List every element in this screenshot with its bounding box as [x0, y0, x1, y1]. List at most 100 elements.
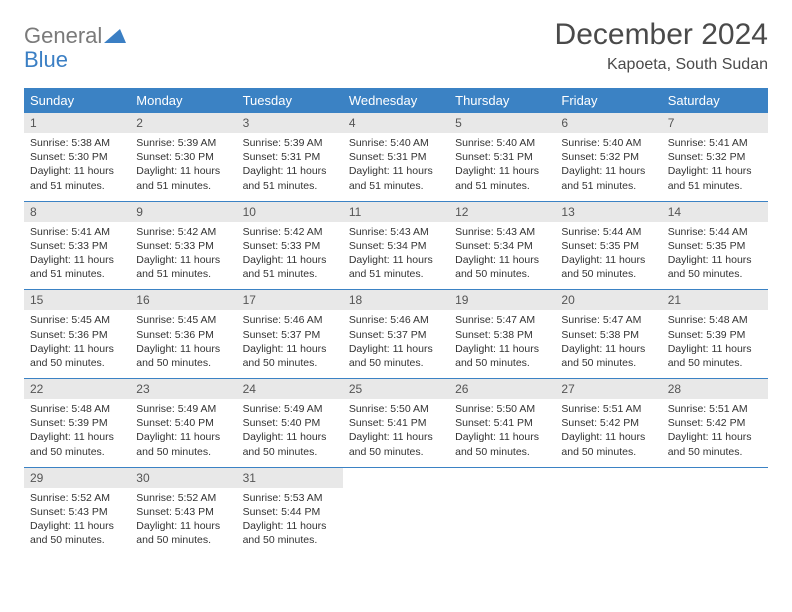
day-number: 28 — [662, 379, 768, 399]
day-number: 22 — [24, 379, 130, 399]
calendar-week-row: 29Sunrise: 5:52 AMSunset: 5:43 PMDayligh… — [24, 467, 768, 555]
title-block: December 2024 Kapoeta, South Sudan — [555, 18, 768, 74]
calendar-day-cell: 14Sunrise: 5:44 AMSunset: 5:35 PMDayligh… — [662, 201, 768, 290]
day-details: Sunrise: 5:45 AMSunset: 5:36 PMDaylight:… — [24, 310, 130, 378]
day-number: 8 — [24, 202, 130, 222]
month-title: December 2024 — [555, 18, 768, 52]
calendar-day-cell — [555, 467, 661, 555]
day-number: 21 — [662, 290, 768, 310]
day-details: Sunrise: 5:47 AMSunset: 5:38 PMDaylight:… — [555, 310, 661, 378]
calendar-day-cell: 13Sunrise: 5:44 AMSunset: 5:35 PMDayligh… — [555, 201, 661, 290]
calendar-week-row: 1Sunrise: 5:38 AMSunset: 5:30 PMDaylight… — [24, 113, 768, 201]
day-number: 16 — [130, 290, 236, 310]
day-number: 23 — [130, 379, 236, 399]
weekday-header: Wednesday — [343, 88, 449, 113]
day-number: 18 — [343, 290, 449, 310]
day-details: Sunrise: 5:40 AMSunset: 5:31 PMDaylight:… — [343, 133, 449, 201]
calendar-day-cell: 25Sunrise: 5:50 AMSunset: 5:41 PMDayligh… — [343, 379, 449, 468]
calendar-day-cell: 31Sunrise: 5:53 AMSunset: 5:44 PMDayligh… — [237, 467, 343, 555]
day-number: 25 — [343, 379, 449, 399]
day-details: Sunrise: 5:49 AMSunset: 5:40 PMDaylight:… — [130, 399, 236, 467]
calendar-day-cell: 26Sunrise: 5:50 AMSunset: 5:41 PMDayligh… — [449, 379, 555, 468]
brand-triangle-icon — [104, 30, 126, 47]
day-details: Sunrise: 5:50 AMSunset: 5:41 PMDaylight:… — [343, 399, 449, 467]
day-details: Sunrise: 5:38 AMSunset: 5:30 PMDaylight:… — [24, 133, 130, 201]
day-details: Sunrise: 5:41 AMSunset: 5:32 PMDaylight:… — [662, 133, 768, 201]
day-number: 27 — [555, 379, 661, 399]
day-details: Sunrise: 5:41 AMSunset: 5:33 PMDaylight:… — [24, 222, 130, 290]
calendar-week-row: 15Sunrise: 5:45 AMSunset: 5:36 PMDayligh… — [24, 290, 768, 379]
day-number: 11 — [343, 202, 449, 222]
brand-logo: General Blue — [24, 24, 126, 71]
day-details: Sunrise: 5:39 AMSunset: 5:31 PMDaylight:… — [237, 133, 343, 201]
day-details: Sunrise: 5:51 AMSunset: 5:42 PMDaylight:… — [662, 399, 768, 467]
calendar-day-cell: 2Sunrise: 5:39 AMSunset: 5:30 PMDaylight… — [130, 113, 236, 201]
day-details: Sunrise: 5:42 AMSunset: 5:33 PMDaylight:… — [237, 222, 343, 290]
calendar-day-cell: 18Sunrise: 5:46 AMSunset: 5:37 PMDayligh… — [343, 290, 449, 379]
day-number: 15 — [24, 290, 130, 310]
day-details: Sunrise: 5:44 AMSunset: 5:35 PMDaylight:… — [662, 222, 768, 290]
calendar-day-cell: 5Sunrise: 5:40 AMSunset: 5:31 PMDaylight… — [449, 113, 555, 201]
weekday-header: Thursday — [449, 88, 555, 113]
brand-line1: General — [24, 23, 102, 48]
calendar-day-cell: 30Sunrise: 5:52 AMSunset: 5:43 PMDayligh… — [130, 467, 236, 555]
calendar-day-cell: 8Sunrise: 5:41 AMSunset: 5:33 PMDaylight… — [24, 201, 130, 290]
day-number: 20 — [555, 290, 661, 310]
page-header: General Blue December 2024 Kapoeta, Sout… — [24, 18, 768, 74]
calendar-day-cell: 21Sunrise: 5:48 AMSunset: 5:39 PMDayligh… — [662, 290, 768, 379]
day-details: Sunrise: 5:46 AMSunset: 5:37 PMDaylight:… — [237, 310, 343, 378]
day-number: 9 — [130, 202, 236, 222]
day-details: Sunrise: 5:48 AMSunset: 5:39 PMDaylight:… — [24, 399, 130, 467]
day-number: 13 — [555, 202, 661, 222]
calendar-day-cell: 11Sunrise: 5:43 AMSunset: 5:34 PMDayligh… — [343, 201, 449, 290]
calendar-day-cell: 16Sunrise: 5:45 AMSunset: 5:36 PMDayligh… — [130, 290, 236, 379]
day-details: Sunrise: 5:46 AMSunset: 5:37 PMDaylight:… — [343, 310, 449, 378]
day-details: Sunrise: 5:44 AMSunset: 5:35 PMDaylight:… — [555, 222, 661, 290]
calendar-day-cell: 29Sunrise: 5:52 AMSunset: 5:43 PMDayligh… — [24, 467, 130, 555]
calendar-day-cell: 22Sunrise: 5:48 AMSunset: 5:39 PMDayligh… — [24, 379, 130, 468]
weekday-header: Monday — [130, 88, 236, 113]
calendar-day-cell: 23Sunrise: 5:49 AMSunset: 5:40 PMDayligh… — [130, 379, 236, 468]
calendar-day-cell: 15Sunrise: 5:45 AMSunset: 5:36 PMDayligh… — [24, 290, 130, 379]
weekday-header: Saturday — [662, 88, 768, 113]
calendar-day-cell: 19Sunrise: 5:47 AMSunset: 5:38 PMDayligh… — [449, 290, 555, 379]
day-number: 4 — [343, 113, 449, 133]
day-details: Sunrise: 5:40 AMSunset: 5:31 PMDaylight:… — [449, 133, 555, 201]
day-number: 10 — [237, 202, 343, 222]
day-details: Sunrise: 5:47 AMSunset: 5:38 PMDaylight:… — [449, 310, 555, 378]
location-label: Kapoeta, South Sudan — [555, 56, 768, 74]
day-details: Sunrise: 5:42 AMSunset: 5:33 PMDaylight:… — [130, 222, 236, 290]
day-details: Sunrise: 5:45 AMSunset: 5:36 PMDaylight:… — [130, 310, 236, 378]
calendar-week-row: 22Sunrise: 5:48 AMSunset: 5:39 PMDayligh… — [24, 379, 768, 468]
day-number: 19 — [449, 290, 555, 310]
day-details: Sunrise: 5:48 AMSunset: 5:39 PMDaylight:… — [662, 310, 768, 378]
day-number: 5 — [449, 113, 555, 133]
calendar-day-cell: 3Sunrise: 5:39 AMSunset: 5:31 PMDaylight… — [237, 113, 343, 201]
day-details: Sunrise: 5:52 AMSunset: 5:43 PMDaylight:… — [130, 488, 236, 556]
calendar-day-cell — [662, 467, 768, 555]
day-details: Sunrise: 5:52 AMSunset: 5:43 PMDaylight:… — [24, 488, 130, 556]
day-details: Sunrise: 5:53 AMSunset: 5:44 PMDaylight:… — [237, 488, 343, 556]
calendar-day-cell: 27Sunrise: 5:51 AMSunset: 5:42 PMDayligh… — [555, 379, 661, 468]
weekday-header: Sunday — [24, 88, 130, 113]
weekday-header: Tuesday — [237, 88, 343, 113]
day-details: Sunrise: 5:50 AMSunset: 5:41 PMDaylight:… — [449, 399, 555, 467]
weekday-header-row: SundayMondayTuesdayWednesdayThursdayFrid… — [24, 88, 768, 113]
calendar-day-cell: 9Sunrise: 5:42 AMSunset: 5:33 PMDaylight… — [130, 201, 236, 290]
day-details: Sunrise: 5:43 AMSunset: 5:34 PMDaylight:… — [343, 222, 449, 290]
day-number: 30 — [130, 468, 236, 488]
day-number: 2 — [130, 113, 236, 133]
day-number: 3 — [237, 113, 343, 133]
day-number: 1 — [24, 113, 130, 133]
day-number: 26 — [449, 379, 555, 399]
day-number: 31 — [237, 468, 343, 488]
calendar-day-cell: 12Sunrise: 5:43 AMSunset: 5:34 PMDayligh… — [449, 201, 555, 290]
day-details: Sunrise: 5:49 AMSunset: 5:40 PMDaylight:… — [237, 399, 343, 467]
day-details: Sunrise: 5:39 AMSunset: 5:30 PMDaylight:… — [130, 133, 236, 201]
day-number: 6 — [555, 113, 661, 133]
day-number: 12 — [449, 202, 555, 222]
calendar-day-cell: 24Sunrise: 5:49 AMSunset: 5:40 PMDayligh… — [237, 379, 343, 468]
calendar-day-cell: 10Sunrise: 5:42 AMSunset: 5:33 PMDayligh… — [237, 201, 343, 290]
day-details: Sunrise: 5:40 AMSunset: 5:32 PMDaylight:… — [555, 133, 661, 201]
calendar-day-cell: 20Sunrise: 5:47 AMSunset: 5:38 PMDayligh… — [555, 290, 661, 379]
